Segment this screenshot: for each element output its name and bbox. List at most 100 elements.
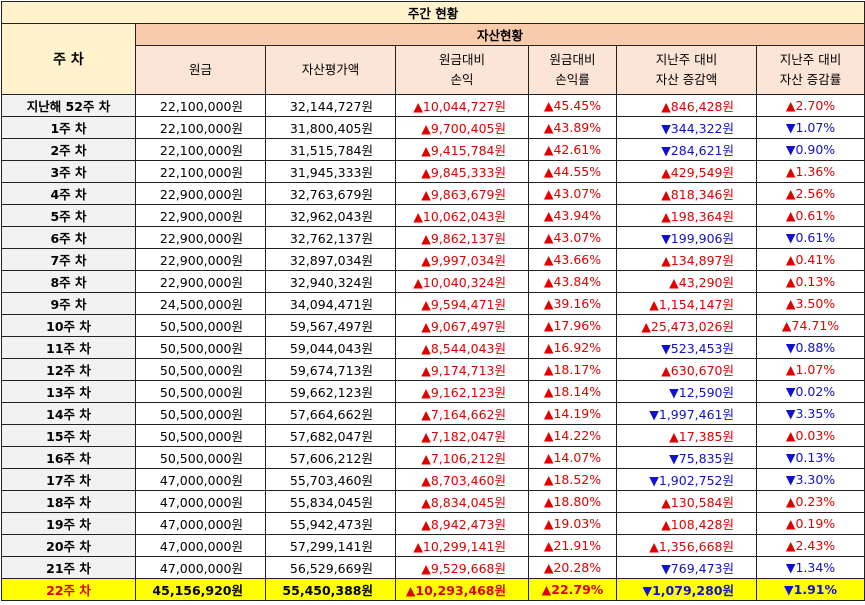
chgr-cell: ▼3.30% — [755, 468, 865, 491]
table-row: 8주 차 22,900,000원 32,940,324원 ▲10,040,324원 ▲4… — [1, 270, 865, 293]
pl-cell: ▲9,162,123원 — [395, 380, 529, 403]
week-cell: 16주 차 — [1, 446, 136, 469]
plr-cell: ▲43.07% — [528, 226, 617, 249]
pl-cell: ▲8,544,043원 — [395, 336, 529, 359]
chg-cell: ▼12,590원 — [616, 380, 757, 403]
value-cell: 31,945,333원 — [265, 160, 396, 183]
week-cell: 18주 차 — [1, 490, 136, 513]
chg-cell: ▼344,322원 — [616, 116, 757, 139]
chg-cell: ▲198,364원 — [616, 204, 757, 227]
plr-cell: ▲44.55% — [528, 160, 617, 183]
chgr-cell: ▲1.36% — [755, 160, 865, 183]
value-cell: 32,144,727원 — [265, 94, 396, 117]
week-cell: 19주 차 — [1, 512, 136, 535]
col-header-plr: 원금대비 손익률 — [528, 45, 617, 95]
week-cell: 8주 차 — [1, 270, 136, 293]
table-row: 20주 차 47,000,000원 57,299,141원 ▲10,299,141원 ▲… — [1, 534, 865, 557]
table-row: 19주 차 47,000,000원 55,942,473원 ▲8,942,473원 ▲1… — [1, 512, 865, 535]
chg-cell: ▲134,897원 — [616, 248, 757, 271]
col-header-value: 자산평가액 — [265, 45, 396, 95]
value-cell: 32,940,324원 — [265, 270, 396, 293]
chgr-cell: ▼1.34% — [755, 556, 865, 579]
principal-cell: 22,100,000원 — [135, 160, 266, 183]
value-cell: 55,834,045원 — [265, 490, 396, 513]
chgr-cell: ▼1.91% — [755, 578, 865, 601]
plr-cell: ▲18.52% — [528, 468, 617, 491]
chgr-cell: ▲0.13% — [755, 270, 865, 293]
pl-cell: ▲7,182,047원 — [395, 424, 529, 447]
principal-cell: 22,900,000원 — [135, 270, 266, 293]
plr-cell: ▲20.28% — [528, 556, 617, 579]
principal-cell: 22,900,000원 — [135, 248, 266, 271]
table-row: 15주 차 50,500,000원 57,682,047원 ▲7,182,047원 ▲1… — [1, 424, 865, 447]
plr-cell: ▲14.22% — [528, 424, 617, 447]
asset-status-header: 자산현황 — [134, 23, 865, 46]
principal-cell: 22,900,000원 — [135, 204, 266, 227]
week-cell: 11주 차 — [1, 336, 136, 359]
table-row: 21주 차 47,000,000원 56,529,669원 ▲9,529,668원 ▲2… — [1, 556, 865, 579]
chgr-cell: ▲3.50% — [755, 292, 865, 315]
value-cell: 31,800,405원 — [265, 116, 396, 139]
principal-cell: 22,100,000원 — [135, 94, 266, 117]
plr-cell: ▲14.19% — [528, 402, 617, 425]
pl-cell: ▲10,062,043원 — [395, 204, 529, 227]
chg-cell: ▲17,385원 — [616, 424, 757, 447]
principal-cell: 50,500,000원 — [135, 402, 266, 425]
plr-cell: ▲22.79% — [528, 578, 617, 601]
week-cell: 1주 차 — [1, 116, 136, 139]
chgr-cell: ▲2.56% — [755, 182, 865, 205]
chgr-cell: ▲0.61% — [755, 204, 865, 227]
principal-cell: 50,500,000원 — [135, 424, 266, 447]
value-cell: 31,515,784원 — [265, 138, 396, 161]
plr-cell: ▲43.94% — [528, 204, 617, 227]
value-cell: 57,299,141원 — [265, 534, 396, 557]
pl-cell: ▲9,997,034원 — [395, 248, 529, 271]
principal-cell: 50,500,000원 — [135, 336, 266, 359]
chg-cell: ▼769,473원 — [616, 556, 757, 579]
chg-cell: ▲1,154,147원 — [616, 292, 757, 315]
pl-cell: ▲9,529,668원 — [395, 556, 529, 579]
principal-cell: 47,000,000원 — [135, 556, 266, 579]
table-row: 14주 차 50,500,000원 57,664,662원 ▲7,164,662원 ▲1… — [1, 402, 865, 425]
chgr-cell: ▲1.07% — [755, 358, 865, 381]
plr-cell: ▲43.84% — [528, 270, 617, 293]
principal-cell: 47,000,000원 — [135, 468, 266, 491]
value-cell: 32,763,679원 — [265, 182, 396, 205]
week-cell: 14주 차 — [1, 402, 136, 425]
principal-cell: 22,900,000원 — [135, 226, 266, 249]
principal-cell: 47,000,000원 — [135, 490, 266, 513]
week-cell: 3주 차 — [1, 160, 136, 183]
pl-cell: ▲8,703,460원 — [395, 468, 529, 491]
chg-cell: ▲630,670원 — [616, 358, 757, 381]
week-cell: 9주 차 — [1, 292, 136, 315]
col-header-pl: 원금대비 손익 — [395, 45, 529, 95]
chg-cell: ▲429,549원 — [616, 160, 757, 183]
pl-cell: ▲7,106,212원 — [395, 446, 529, 469]
value-cell: 32,762,137원 — [265, 226, 396, 249]
chg-cell: ▼284,621원 — [616, 138, 757, 161]
pl-cell: ▲8,834,045원 — [395, 490, 529, 513]
table-title: 주간 현황 — [0, 1, 865, 24]
chgr-cell: ▼0.13% — [755, 446, 865, 469]
value-cell: 56,529,669원 — [265, 556, 396, 579]
week-cell: 6주 차 — [1, 226, 136, 249]
chg-cell: ▼1,902,752원 — [616, 468, 757, 491]
value-cell: 59,662,123원 — [265, 380, 396, 403]
week-cell: 10주 차 — [1, 314, 136, 337]
table-row: 지난해 52주 차 22,100,000원 32,144,727원 ▲10,044,7… — [1, 94, 865, 117]
table-row: 6주 차 22,900,000원 32,762,137원 ▲9,862,137원 ▲43… — [1, 226, 865, 249]
chgr-cell: ▼1.07% — [755, 116, 865, 139]
value-cell: 34,094,471원 — [265, 292, 396, 315]
plr-cell: ▲39.16% — [528, 292, 617, 315]
plr-cell: ▲43.07% — [528, 182, 617, 205]
pl-cell: ▲9,845,333원 — [395, 160, 529, 183]
chg-cell: ▼75,835원 — [616, 446, 757, 469]
chgr-cell: ▲2.43% — [755, 534, 865, 557]
week-cell: 5주 차 — [1, 204, 136, 227]
value-cell: 59,567,497원 — [265, 314, 396, 337]
value-cell: 59,044,043원 — [265, 336, 396, 359]
chgr-cell: ▼0.88% — [755, 336, 865, 359]
plr-cell: ▲18.17% — [528, 358, 617, 381]
table-row: 11주 차 50,500,000원 59,044,043원 ▲8,544,043원 ▲1… — [1, 336, 865, 359]
